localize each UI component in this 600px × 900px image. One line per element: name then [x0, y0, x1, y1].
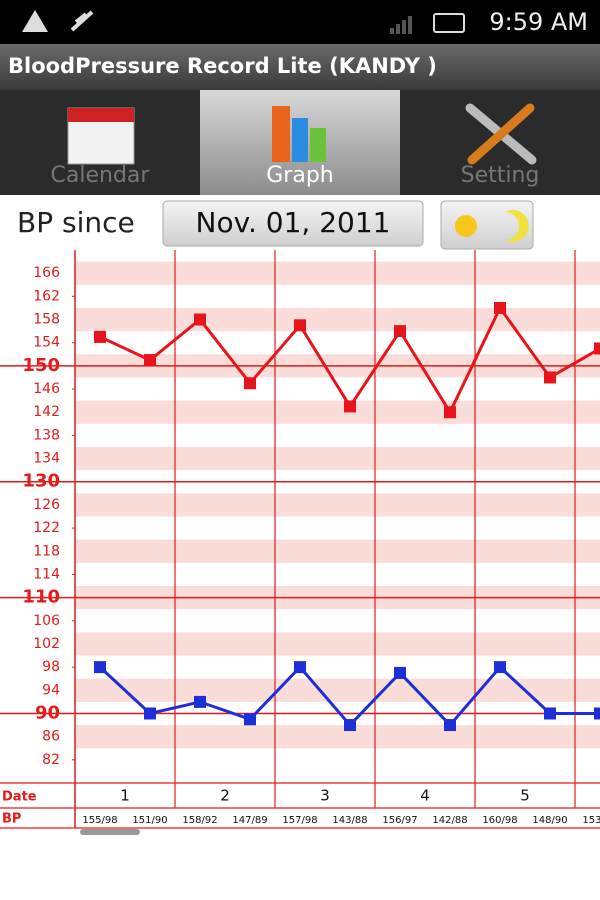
reading-label: 160/98 [482, 815, 517, 826]
reading-label: 148/90 [532, 815, 567, 826]
y-tick-label: 110 [22, 587, 60, 608]
point [144, 707, 156, 720]
date-label: 5 [520, 787, 530, 805]
grid-band [75, 261, 600, 285]
grid-band [75, 493, 600, 517]
tab-setting[interactable] [400, 90, 600, 195]
title-bar [0, 44, 600, 90]
date-label: 1 [120, 787, 130, 805]
reading-label: 155/98 [82, 815, 117, 826]
tab-label: Graph [266, 163, 333, 188]
point [344, 719, 356, 732]
reading-label: 143/88 [332, 815, 367, 826]
y-tick-label: 142 [33, 404, 60, 420]
day-night-button[interactable] [440, 200, 534, 250]
graph-icon [272, 106, 326, 162]
y-tick-label: 114 [33, 566, 60, 582]
reading-label: 153/90 [582, 815, 600, 826]
date-button[interactable] [162, 200, 424, 247]
y-tick-label: 158 [33, 312, 60, 328]
reading-label: 156/97 [382, 815, 417, 826]
grid-band [75, 725, 600, 749]
y-tick-label: 94 [42, 682, 60, 698]
y-tick-label: 102 [33, 636, 60, 652]
point [444, 719, 456, 732]
since-label: BP since [17, 206, 135, 239]
y-tick-label: 118 [33, 543, 60, 559]
since-date: Nov. 01, 2011 [196, 206, 391, 239]
reading-label: 142/88 [432, 815, 467, 826]
row-label: Date [2, 790, 37, 805]
reading-label: 147/89 [232, 815, 267, 826]
app-title: BloodPressure Record Lite (KANDY ) [8, 54, 437, 78]
point [294, 319, 306, 332]
date-label: 2 [220, 787, 230, 805]
point [244, 377, 256, 390]
sun-icon [455, 215, 477, 237]
y-tick-label: 146 [33, 381, 60, 397]
battery-icon [433, 13, 465, 33]
y-tick-label: 106 [33, 613, 60, 629]
point [494, 661, 506, 674]
date-label: 4 [420, 787, 430, 805]
grid-band [75, 678, 600, 702]
point [94, 330, 106, 343]
chart: 8286909498102106110114118122126130134138… [0, 250, 600, 829]
grid-band [75, 632, 600, 656]
reading-label: 158/92 [182, 815, 217, 826]
y-tick-label: 162 [33, 288, 60, 304]
tab-label: Calendar [51, 163, 151, 188]
point [594, 707, 600, 720]
usb-icon [70, 10, 94, 32]
point [394, 325, 406, 338]
date-label: 3 [320, 787, 330, 805]
signal-icon [390, 16, 412, 34]
y-tick-label: 98 [42, 659, 60, 675]
point [544, 371, 556, 384]
reading-label: 151/90 [132, 815, 167, 826]
y-tick-label: 166 [33, 265, 60, 281]
point [544, 707, 556, 720]
point [144, 354, 156, 367]
warning-icon [22, 10, 48, 32]
y-tick-label: 134 [33, 451, 60, 467]
y-tick-label: 126 [33, 497, 60, 513]
y-tick-label: 90 [35, 702, 60, 723]
tab-label: Setting [461, 163, 540, 188]
grid-band [75, 307, 600, 332]
point [94, 661, 106, 674]
point [194, 695, 206, 708]
grid-band [75, 400, 600, 424]
row-label: BP [2, 812, 21, 827]
point [594, 342, 600, 355]
y-tick-label: 86 [42, 729, 60, 745]
y-tick-label: 130 [22, 471, 60, 492]
status-bar [0, 0, 600, 44]
y-tick-label: 150 [22, 355, 60, 376]
grid-band [75, 539, 600, 563]
moon-icon [505, 210, 529, 242]
point [194, 313, 206, 326]
setting-icon [465, 103, 537, 165]
reading-label: 157/98 [282, 815, 317, 826]
point [294, 661, 306, 674]
point [344, 400, 356, 413]
calendar-icon [67, 107, 135, 165]
scroll-indicator [80, 829, 140, 835]
point [494, 301, 506, 314]
status-time: 9:59 AM [489, 8, 588, 36]
y-tick-label: 154 [33, 335, 60, 351]
point [244, 713, 256, 726]
point [394, 666, 406, 679]
y-tick-label: 122 [33, 520, 60, 536]
y-tick-label: 138 [33, 427, 60, 443]
grid-band [75, 446, 600, 471]
point [444, 406, 456, 419]
y-tick-label: 82 [42, 752, 60, 768]
